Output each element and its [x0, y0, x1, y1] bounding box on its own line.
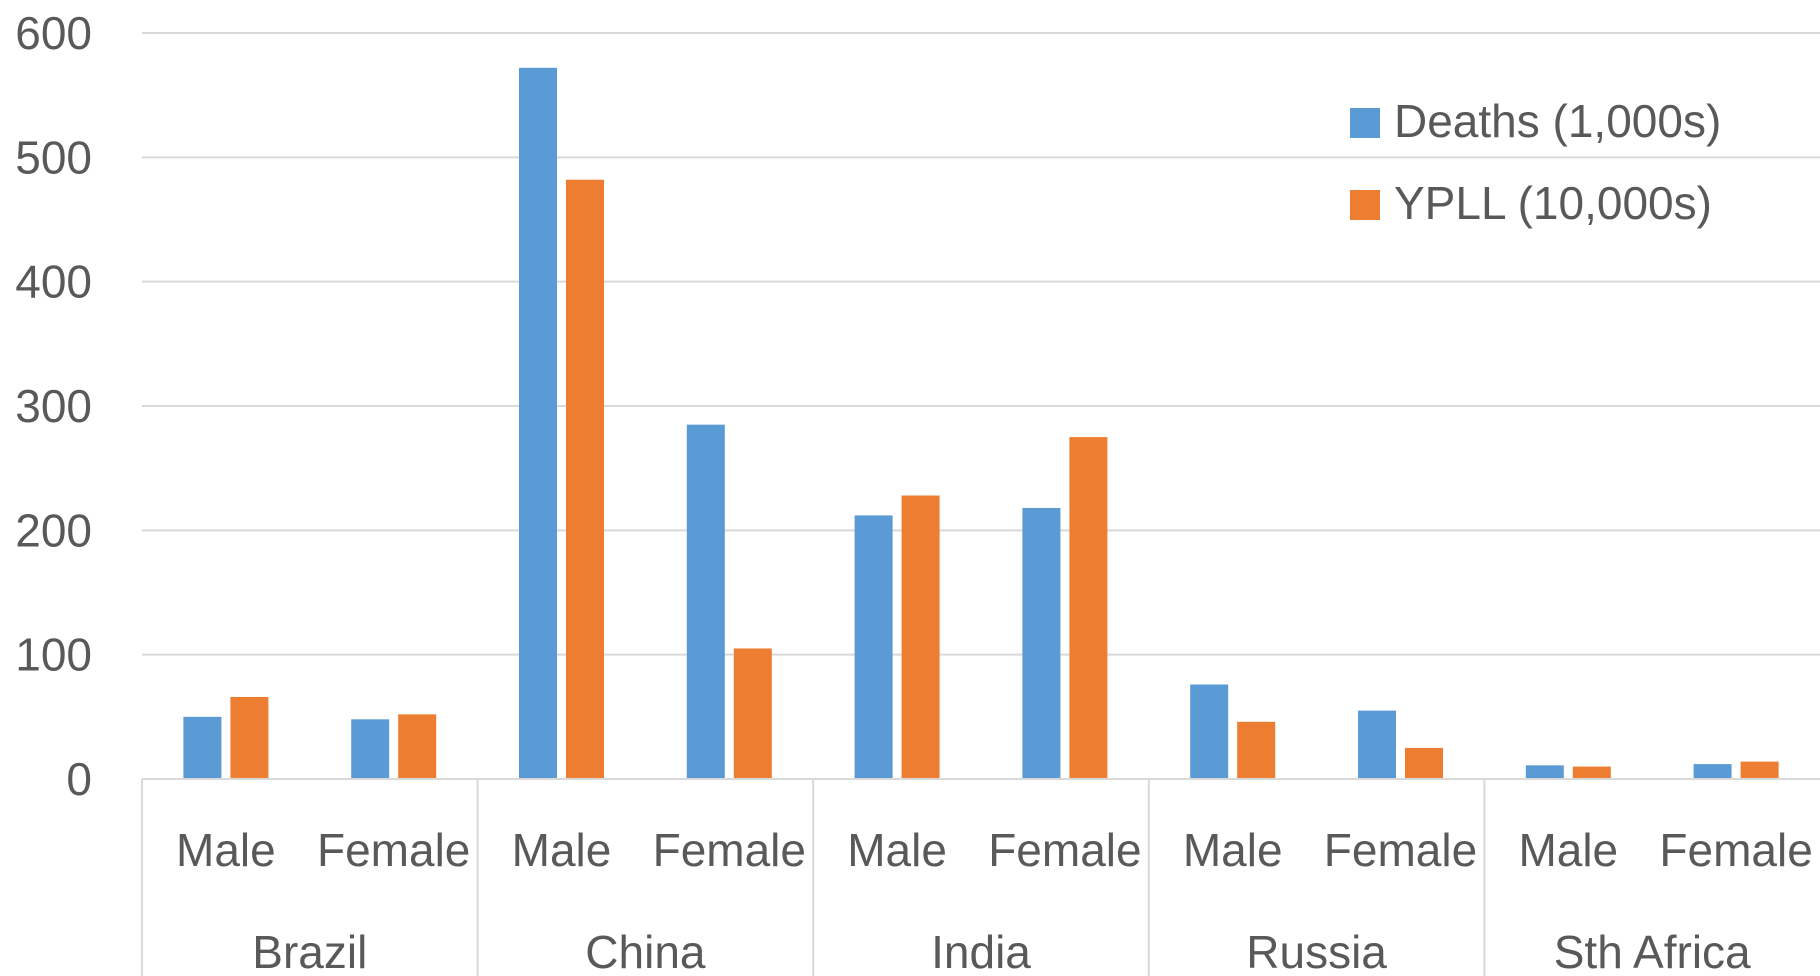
- legend-label: Deaths (1,000s): [1394, 95, 1721, 147]
- y-tick-label: 100: [15, 629, 92, 681]
- bar-deaths: [1022, 507, 1061, 779]
- x-category-label: Female: [653, 824, 806, 876]
- bar-deaths: [183, 716, 222, 779]
- bar-ypll: [398, 714, 437, 779]
- legend-swatch: [1350, 108, 1380, 138]
- bar-ypll: [1069, 437, 1108, 779]
- x-axis: [141, 778, 1820, 976]
- y-tick-label: 300: [15, 380, 92, 432]
- bar-deaths: [1693, 764, 1732, 779]
- bar-deaths: [854, 515, 893, 779]
- bar-deaths: [1358, 710, 1396, 779]
- x-category-label: Female: [988, 824, 1141, 876]
- legend-swatch: [1350, 190, 1380, 220]
- y-tick-label: 400: [15, 256, 92, 308]
- x-axis-labels: Male Female Male Female Male Female Male Female…: [176, 824, 1813, 976]
- bar-deaths: [351, 719, 390, 779]
- bar-ypll: [230, 696, 269, 779]
- y-axis-ticks: 0 100 200 300 400 500 600: [15, 7, 92, 805]
- bar-ypll: [1740, 761, 1779, 779]
- bars: [183, 67, 1779, 780]
- bar-deaths: [1525, 765, 1564, 779]
- bar-ypll: [1405, 747, 1443, 779]
- x-category-label: Male: [1183, 824, 1283, 876]
- y-tick-label: 200: [15, 504, 92, 556]
- x-group-label: India: [931, 926, 1031, 976]
- bar-ypll: [566, 179, 604, 780]
- x-category-label: Male: [847, 824, 947, 876]
- bar-ypll: [1572, 766, 1611, 779]
- legend: Deaths (1,000s) YPLL (10,000s): [1350, 95, 1721, 229]
- x-category-label: Male: [1518, 824, 1618, 876]
- bar-deaths: [1190, 684, 1229, 779]
- y-tick-label: 500: [15, 131, 92, 183]
- y-tick-label: 0: [66, 753, 92, 805]
- x-category-label: Female: [317, 824, 470, 876]
- x-group-label: Sth Africa: [1554, 926, 1751, 976]
- x-group-label: Russia: [1246, 926, 1387, 976]
- gridlines: [142, 32, 1820, 656]
- bar-ypll: [901, 495, 940, 779]
- x-group-label: China: [585, 926, 706, 976]
- x-category-label: Female: [1324, 824, 1477, 876]
- bar-deaths: [519, 67, 557, 779]
- bar-ypll: [1237, 721, 1276, 779]
- x-category-label: Male: [176, 824, 276, 876]
- y-tick-label: 600: [15, 7, 92, 59]
- bar-ypll: [733, 648, 772, 779]
- x-category-label: Female: [1659, 824, 1812, 876]
- x-category-label: Male: [512, 824, 612, 876]
- x-group-label: Brazil: [252, 926, 367, 976]
- bar-deaths: [686, 424, 725, 779]
- legend-label: YPLL (10,000s): [1394, 177, 1712, 229]
